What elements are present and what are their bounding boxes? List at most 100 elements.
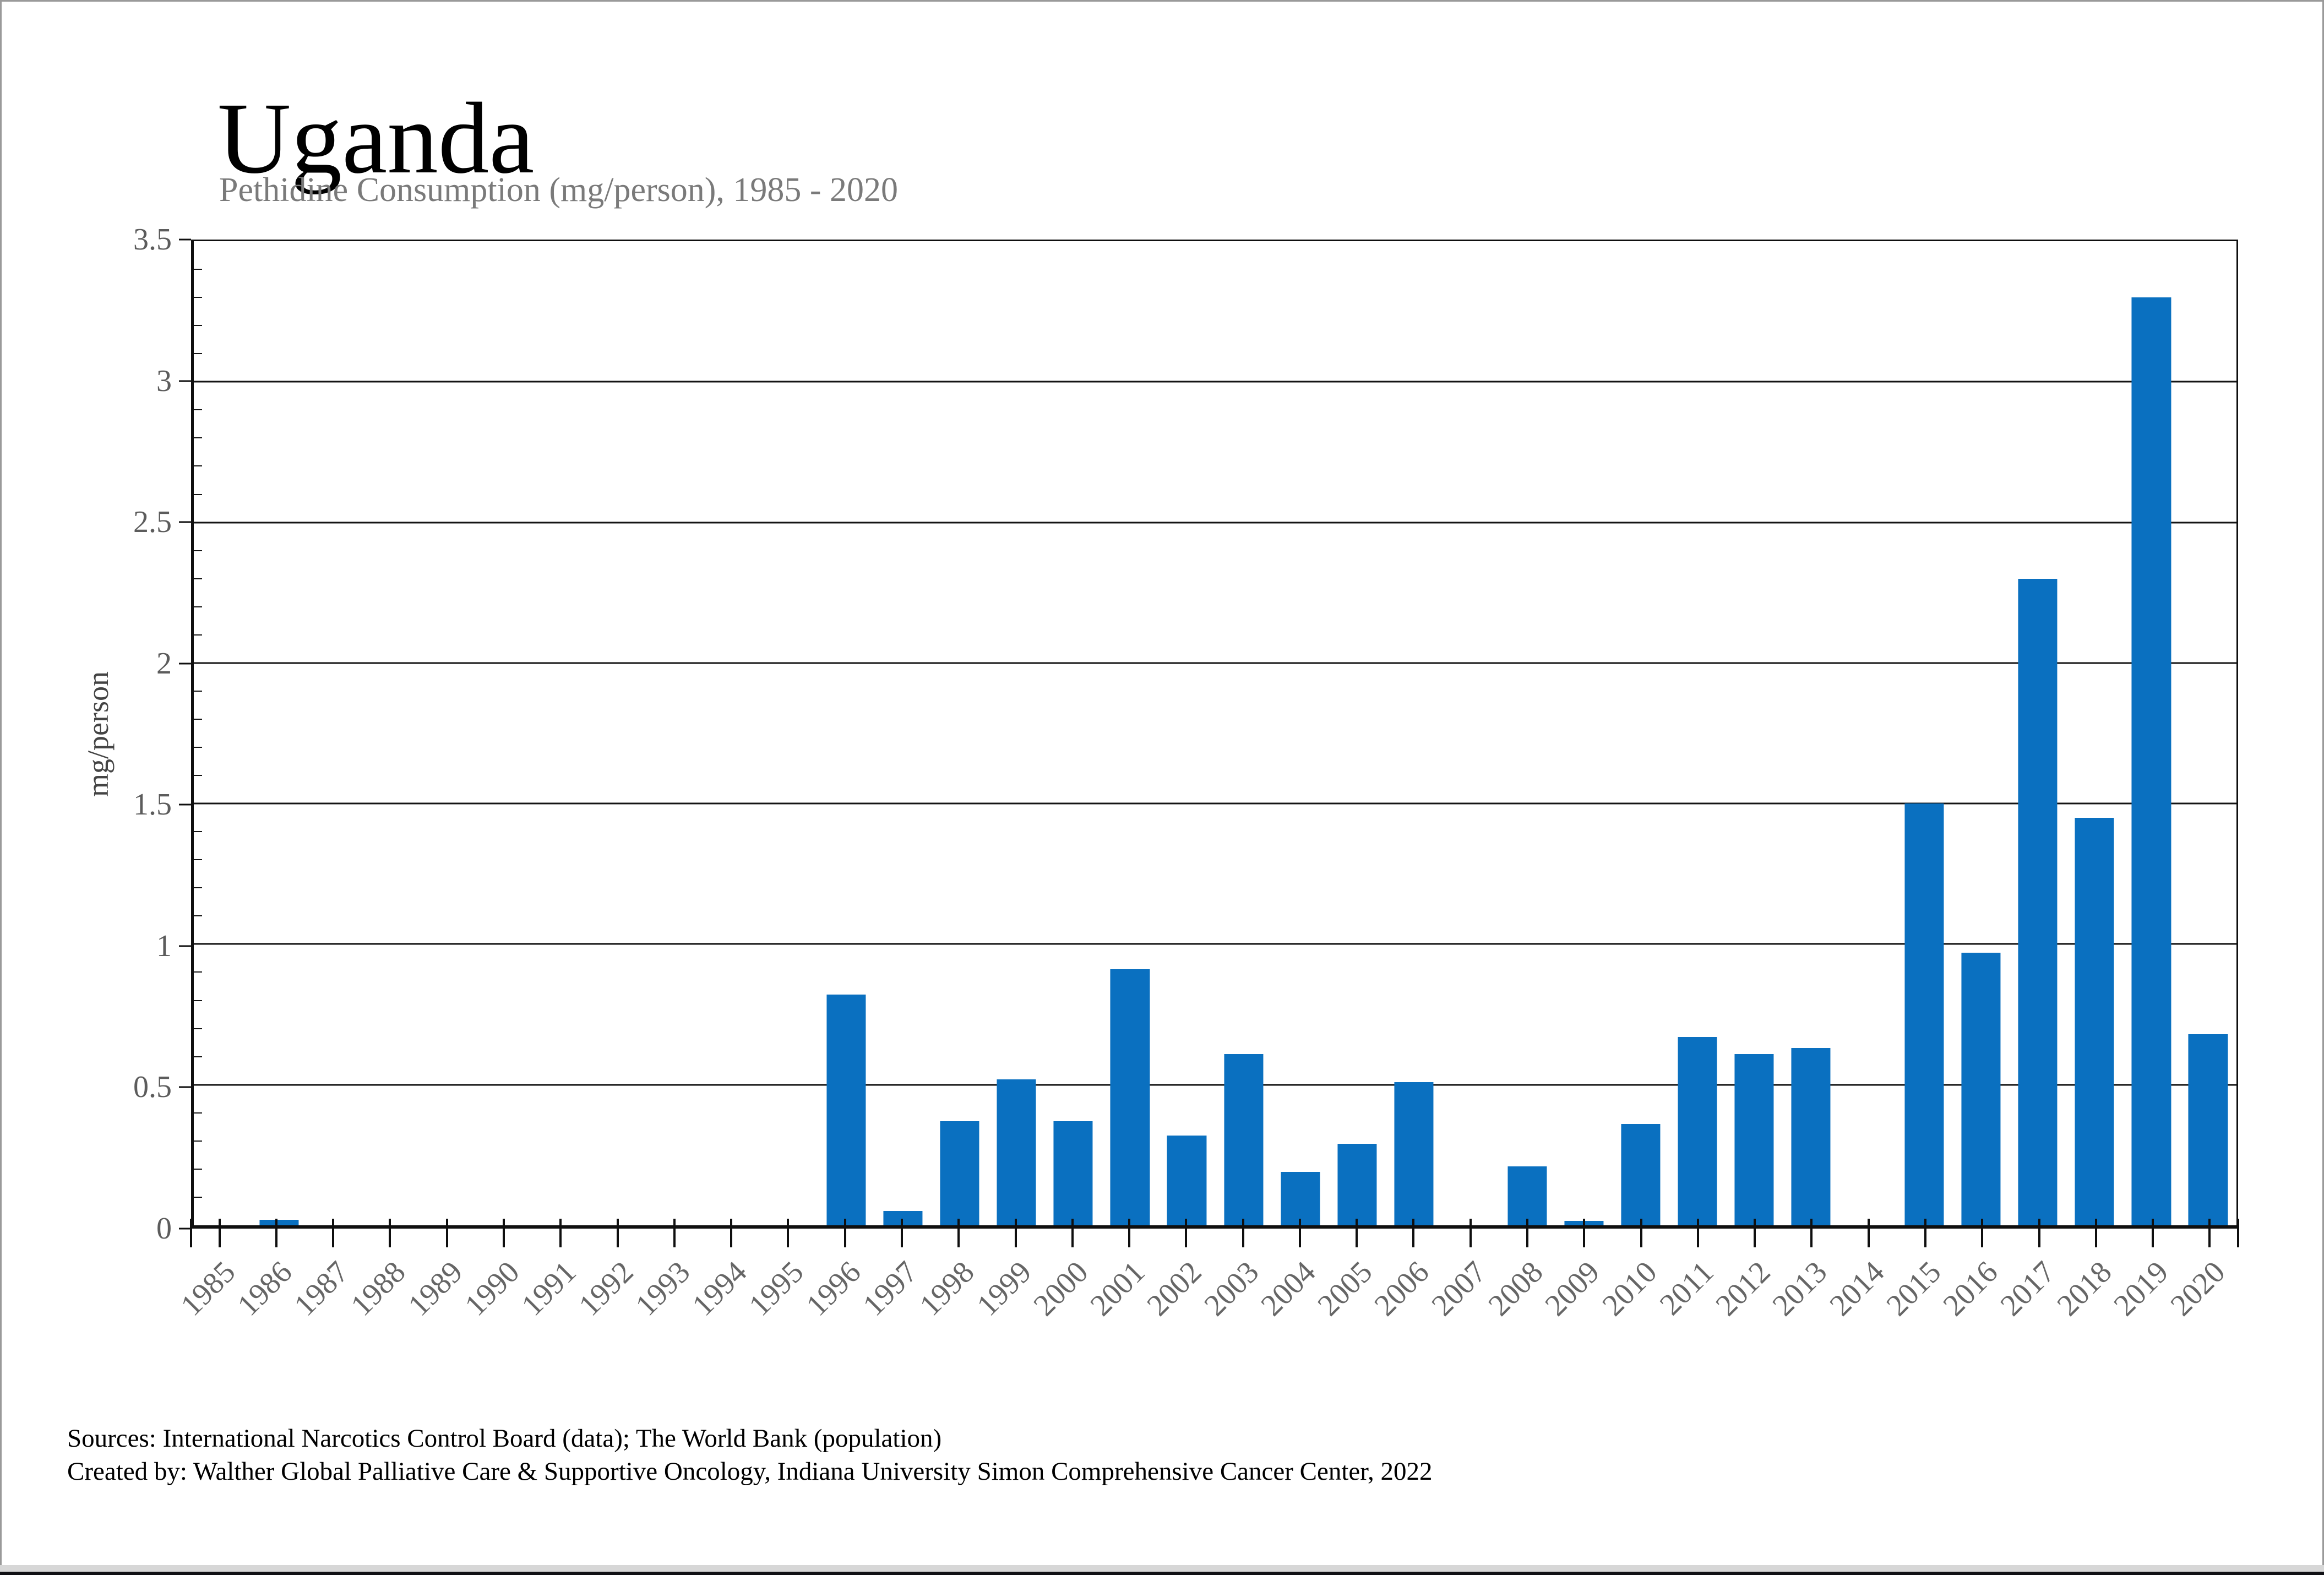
y-minor-tick-3.4 [194,269,202,270]
y-tick-label-2.5: 2.5 [133,505,172,540]
x-tick-1997 [900,1219,903,1247]
x-tick-2000 [1071,1219,1074,1247]
x-tick-2013 [1810,1219,1813,1247]
x-label-2009: 2009 [1538,1254,1607,1323]
y-major-tick-3.5 [179,238,191,241]
x-label-1997: 1997 [856,1254,924,1323]
x-label-2007: 2007 [1425,1254,1493,1323]
x-tick-2008 [1526,1219,1529,1247]
x-tick-2018 [2094,1219,2097,1247]
y-tick-label-1.5: 1.5 [133,788,172,822]
frame-border-top [0,0,2324,2]
x-tick-2001 [1128,1219,1131,1247]
x-label-2020: 2020 [2164,1254,2232,1323]
x-label-2013: 2013 [1766,1254,1834,1323]
x-tick-1993 [673,1219,676,1247]
y-minor-tick-1.4 [194,831,202,833]
x-tick-2004 [1298,1219,1301,1247]
y-minor-tick-2.1 [194,634,202,636]
x-tick-1998 [957,1219,960,1247]
bar-2012 [1734,1053,1774,1225]
x-label-2010: 2010 [1596,1254,1664,1323]
x-tick-2017 [2038,1219,2040,1247]
x-label-2002: 2002 [1140,1254,1209,1323]
x-label-1992: 1992 [572,1254,640,1323]
x-label-2017: 2017 [1994,1254,2062,1323]
y-major-tick-0.5 [179,1086,191,1088]
x-tick-edge-left [190,1219,192,1247]
x-label-1987: 1987 [287,1254,356,1323]
y-minor-tick-2.4 [194,550,202,551]
x-tick-2006 [1412,1219,1415,1247]
x-tick-2019 [2152,1219,2154,1247]
y-minor-tick-1.7 [194,747,202,748]
x-label-1994: 1994 [685,1254,754,1323]
y-minor-tick-3.1 [194,353,202,355]
x-label-2015: 2015 [1880,1254,1948,1323]
footer-sources: Sources: International Narcotics Control… [67,1424,942,1453]
x-tick-2011 [1696,1219,1699,1247]
x-label-2019: 2019 [2107,1254,2175,1323]
bar-2017 [2018,578,2058,1225]
x-label-2018: 2018 [2050,1254,2119,1323]
footer: Sources: International Narcotics Control… [67,1422,1433,1488]
x-tick-1995 [787,1219,790,1247]
y-minor-tick-2.6 [194,493,202,495]
y-minor-tick-0.4 [194,1112,202,1114]
bar-2006 [1394,1082,1434,1225]
bar-2005 [1337,1143,1377,1225]
bar-2004 [1281,1172,1320,1225]
x-label-1986: 1986 [231,1254,299,1323]
y-tick-label-0: 0 [156,1212,172,1246]
y-tick-label-2: 2 [156,646,172,681]
x-tick-2010 [1640,1219,1642,1247]
x-tick-1992 [616,1219,619,1247]
y-minor-tick-1.9 [194,690,202,692]
y-major-tick-1 [179,945,191,947]
x-label-1995: 1995 [742,1254,810,1323]
frame-border-right [2322,0,2324,1575]
bar-2020 [2188,1034,2228,1225]
x-axis-labels: 1985 1986 1987 1988 1989 1990 1991 1992 1993 1994… [174,1250,2238,1393]
x-label-2012: 2012 [1709,1254,1777,1323]
x-tick-1999 [1014,1219,1017,1247]
x-tick-1985 [218,1219,221,1247]
y-minor-tick-3.3 [194,297,202,298]
y-minor-tick-0.2 [194,1168,202,1170]
x-label-1990: 1990 [458,1254,526,1323]
bottom-gray-line [0,1565,2324,1572]
x-tick-2009 [1583,1219,1586,1247]
x-label-1993: 1993 [629,1254,697,1323]
x-tick-1988 [389,1219,391,1247]
x-tick-2012 [1754,1219,1756,1247]
x-label-1996: 1996 [799,1254,868,1323]
y-minor-tick-1.1 [194,915,202,917]
y-major-tick-1.5 [179,803,191,806]
x-tick-1994 [730,1219,733,1247]
y-major-tick-0 [179,1228,191,1230]
bar-2010 [1621,1124,1661,1225]
x-tick-2016 [1981,1219,1984,1247]
bar-1986 [259,1219,299,1225]
x-label-1988: 1988 [344,1254,413,1323]
x-label-2008: 2008 [1482,1254,1550,1323]
x-label-1985: 1985 [174,1254,242,1323]
plot-area [191,240,2238,1229]
x-label-2006: 2006 [1368,1254,1436,1323]
x-label-2001: 2001 [1084,1254,1152,1323]
y-minor-tick-2.2 [194,606,202,607]
gridline-2 [194,662,2236,664]
x-label-1999: 1999 [970,1254,1038,1323]
x-tick-1991 [559,1219,562,1247]
y-tick-label-0.5: 0.5 [133,1070,172,1105]
bar-2008 [1507,1166,1547,1225]
x-tick-1986 [275,1219,277,1247]
x-label-2014: 2014 [1823,1254,1891,1323]
bar-1996 [826,995,866,1225]
y-minor-tick-2.3 [194,578,202,579]
y-major-tick-2 [179,662,191,665]
bar-1997 [883,1211,923,1225]
y-minor-tick-0.9 [194,971,202,973]
bar-2015 [1904,803,1944,1225]
